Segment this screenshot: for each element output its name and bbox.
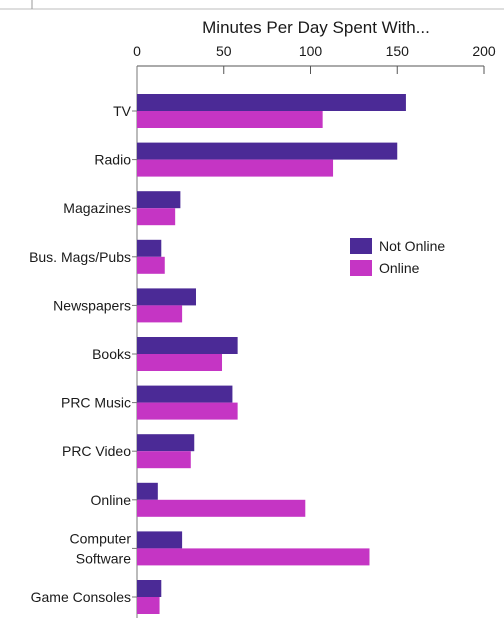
bar-not-online (137, 434, 195, 452)
category-label: PRC Video (62, 443, 131, 459)
bar-not-online (137, 385, 233, 403)
category-label: Online (91, 492, 132, 508)
x-tick-label: 0 (133, 43, 141, 59)
category-label: TV (113, 103, 132, 119)
bar-not-online (137, 142, 398, 160)
legend-label: Online (379, 260, 420, 276)
bar-online (137, 402, 238, 420)
bar-online (137, 548, 370, 566)
bar-online (137, 597, 160, 614)
category-label: Software (76, 550, 131, 566)
legend: Not Online Online (350, 238, 445, 276)
x-axis: 0 50 100 150 200 (133, 43, 496, 618)
category-label: PRC Music (61, 395, 131, 411)
bars (137, 94, 406, 614)
x-tick-label: 200 (472, 43, 496, 59)
category-label: Newspapers (53, 297, 131, 313)
category-label: Bus. Mags/Pubs (29, 249, 131, 265)
category-label: Radio (94, 152, 131, 168)
bar-not-online (137, 94, 406, 111)
category-labels: TV Radio Magazines Bus. Mags/Pubs Newspapers… (29, 103, 137, 605)
bar-online (137, 499, 306, 517)
bar-not-online (137, 239, 162, 257)
bar-online (137, 208, 176, 226)
legend-label: Not Online (379, 238, 445, 254)
legend-swatch (350, 238, 372, 254)
bar-not-online (137, 337, 238, 354)
category-label: Magazines (63, 200, 131, 216)
bar-not-online (137, 288, 196, 306)
bar-online (137, 111, 323, 128)
category-label: Computer (70, 530, 132, 546)
bar-online (137, 451, 191, 469)
bar-online (137, 354, 223, 371)
bar-not-online (137, 531, 183, 549)
x-tick-label: 50 (216, 43, 232, 59)
category-label: Books (92, 346, 131, 362)
chart-title: Minutes Per Day Spent With... (202, 18, 430, 37)
bar-online (137, 256, 165, 274)
bar-online (137, 159, 334, 177)
bar-not-online (137, 580, 162, 597)
legend-swatch (350, 260, 372, 276)
category-label: Game Consoles (31, 589, 131, 605)
bar-not-online (137, 191, 181, 209)
x-tick-label: 150 (386, 43, 410, 59)
bar-online (137, 305, 183, 323)
bar-not-online (137, 482, 158, 500)
x-tick-label: 100 (299, 43, 323, 59)
